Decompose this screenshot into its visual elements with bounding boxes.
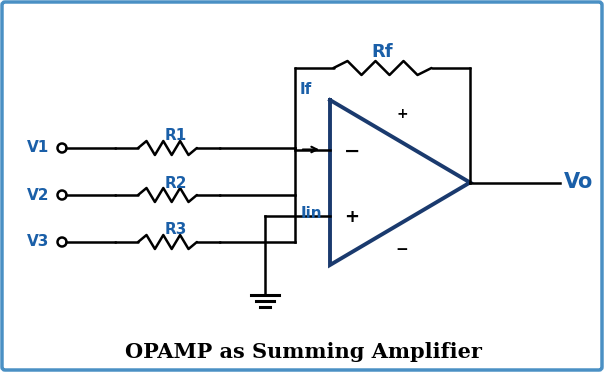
Text: OPAMP as Summing Amplifier: OPAMP as Summing Amplifier (125, 342, 482, 362)
Text: Iin: Iin (301, 205, 322, 221)
Text: R3: R3 (165, 222, 187, 237)
Text: +: + (396, 107, 408, 121)
Text: If: If (300, 83, 312, 97)
Text: V2: V2 (27, 187, 49, 202)
Text: −: − (396, 241, 408, 257)
Text: Rf: Rf (371, 43, 393, 61)
Text: R2: R2 (164, 176, 187, 190)
Text: +: + (344, 208, 359, 227)
Text: R1: R1 (165, 128, 186, 144)
Text: V1: V1 (27, 141, 49, 155)
Text: V3: V3 (27, 234, 49, 250)
Text: Vo: Vo (564, 173, 594, 192)
Text: −: − (344, 142, 361, 161)
